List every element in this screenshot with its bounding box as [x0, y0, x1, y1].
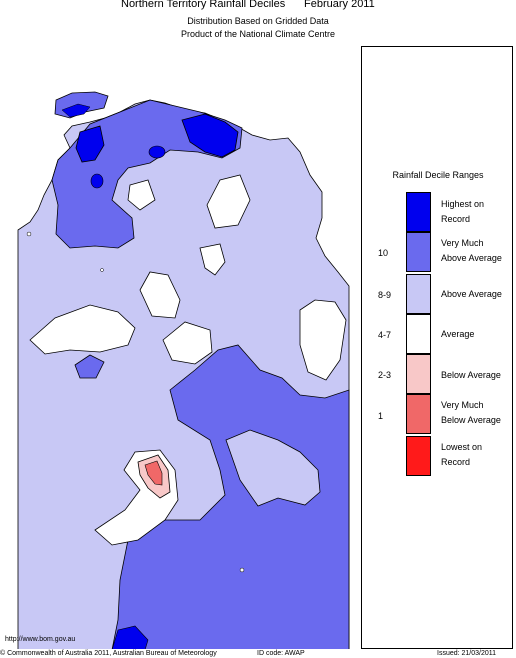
legend-label-lowest: Lowest on Record [441, 440, 482, 470]
legend-label-line2: Above Average [441, 253, 502, 263]
legend-label-line2: Record [441, 457, 471, 467]
average-patch-1 [29, 304, 136, 355]
legend-label-line1: Very Much [441, 238, 484, 248]
legend-label-below: Below Average [441, 370, 501, 380]
arnhem-highest [181, 113, 239, 158]
map-date: February 2011 [304, 0, 375, 10]
legend-title: Rainfall Decile Ranges [392, 170, 484, 180]
legend-range-1: 1 [378, 411, 384, 421]
map-subtitle: Distribution Based on Gridded Data [187, 16, 329, 26]
legend-swatch-average [406, 314, 431, 354]
very-much-below-patch [144, 460, 163, 486]
legend-label-line1: Highest on [441, 199, 485, 209]
legend-label-very-much-below: Very Much Below Average [441, 398, 501, 428]
map-title: Northern Territory Rainfall Deciles [121, 0, 286, 10]
legend-swatch-highest [406, 192, 431, 232]
legend-label-above: Above Average [441, 289, 502, 299]
legend-label-line1: Lowest on [441, 442, 483, 452]
footer-issued: Issued: 21/03/2011 [437, 650, 497, 657]
average-patch-7 [127, 179, 156, 211]
average-patch-2 [139, 271, 181, 319]
legend-range-8-9: 8-9 [378, 290, 392, 300]
average-patch-3 [162, 321, 213, 365]
footer-id-code: ID code: AWAP [257, 650, 305, 657]
lake-dot-c [239, 567, 245, 573]
map-product-line: Product of the National Climate Centre [180, 29, 336, 39]
legend-swatch-very-much-below [406, 394, 431, 434]
map-title-row: Northern Territory Rainfall Deciles Febr… [0, 0, 516, 10]
south-very-much-above [111, 344, 350, 649]
average-patch-5 [199, 243, 226, 276]
legend-label-average: Average [441, 329, 475, 339]
legend-label-very-much-above: Very Much Above Average [441, 236, 502, 266]
lake-dot-a [26, 231, 32, 237]
south-above-inset [225, 429, 321, 507]
west-highest [75, 125, 105, 163]
average-patch-4 [206, 174, 251, 229]
highest-spot-a [148, 145, 166, 159]
legend-label-line2: Below Average [441, 415, 501, 425]
tiwi-highest [61, 103, 91, 118]
footer-url[interactable]: http://www.bom.gov.au [5, 636, 76, 643]
average-patch-6 [299, 299, 347, 381]
legend-label-line1: Very Much [441, 400, 484, 410]
legend-swatch-very-much-above [406, 232, 431, 272]
legend-range-2-3: 2-3 [378, 370, 392, 380]
lake-dot-b [100, 268, 104, 272]
highest-spot-b [90, 173, 104, 189]
decile-map-svg [0, 46, 361, 649]
legend-label-highest: Highest on Record [441, 197, 484, 227]
south-highest-patch [111, 625, 149, 649]
legend-range-10: 10 [378, 248, 389, 258]
very-much-above-patch [74, 354, 105, 379]
footer-copyright: © Commonwealth of Australia 2011, Austra… [0, 650, 217, 657]
legend-label-line2: Record [441, 214, 471, 224]
legend-swatch-lowest [406, 436, 431, 476]
legend-swatch-below [406, 354, 431, 394]
legend-range-4-7: 4-7 [378, 330, 392, 340]
decile-map [0, 46, 362, 649]
legend-swatch-above [406, 274, 431, 314]
